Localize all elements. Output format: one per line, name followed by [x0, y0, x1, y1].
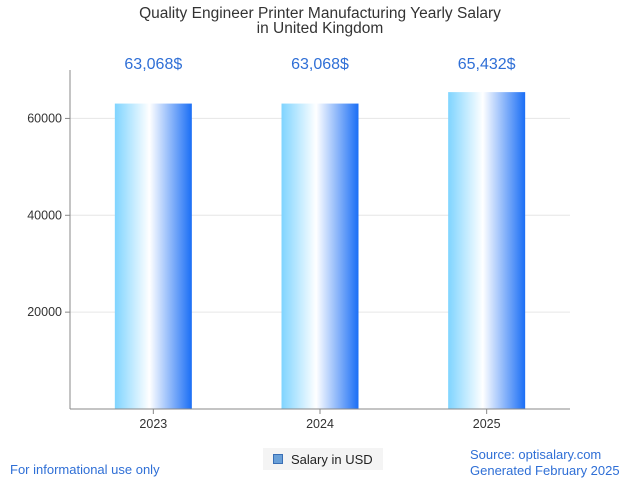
legend-label: Salary in USD	[291, 451, 373, 467]
x-tick-label-2025: 2025	[473, 417, 501, 431]
bar-2023	[114, 103, 192, 410]
chart-title-line-2: in United Kingdom	[257, 20, 384, 37]
bar-2025	[448, 92, 526, 410]
chart-legend: Salary in USD	[263, 448, 383, 470]
data-label-2024: 63,068$	[291, 56, 349, 73]
chart-title-line-1: Quality Engineer Printer Manufacturing Y…	[139, 5, 501, 22]
data-label-2025: 65,432$	[458, 56, 516, 73]
generated-text: Generated February 2025	[470, 463, 620, 478]
y-tick-label: 60000	[27, 111, 62, 125]
y-tick-label: 20000	[27, 305, 62, 319]
x-tick-label-2023: 2023	[139, 417, 167, 431]
x-tick-label-2024: 2024	[306, 417, 334, 431]
bar-2024	[281, 103, 359, 410]
data-label-2023: 63,068$	[124, 56, 182, 73]
source-text: Source: optisalary.com	[470, 447, 602, 462]
y-tick-label: 40000	[27, 208, 62, 222]
legend-swatch-icon	[273, 454, 283, 464]
disclaimer-note: For informational use only	[10, 462, 160, 477]
source-note: Source: optisalary.com Generated Februar…	[470, 447, 620, 479]
